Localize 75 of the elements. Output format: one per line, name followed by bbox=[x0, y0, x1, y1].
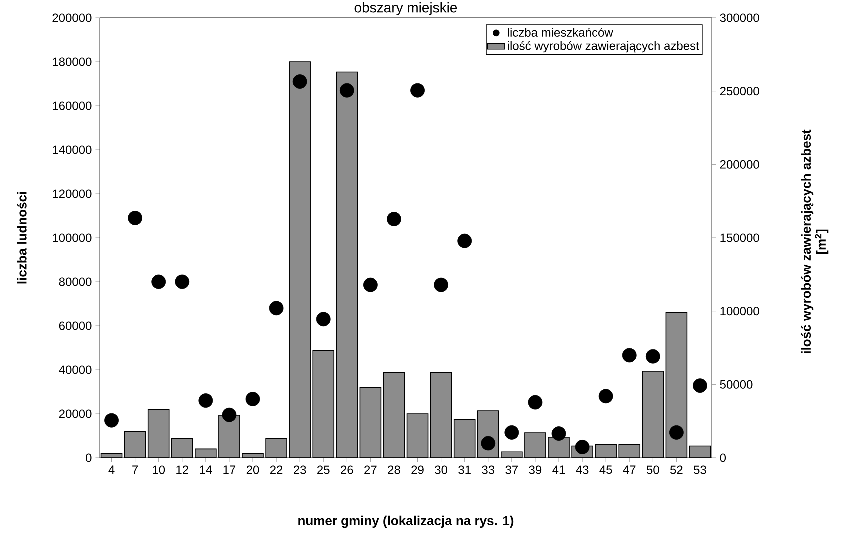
y-tick-label: 80000 bbox=[59, 278, 92, 286]
y-tick-label: 200000 bbox=[52, 14, 92, 22]
point bbox=[246, 392, 260, 406]
x-tick-label: 17 bbox=[224, 466, 236, 474]
y-tick-label: 20000 bbox=[59, 410, 92, 418]
y2-tick-label: 200000 bbox=[720, 160, 760, 169]
point bbox=[458, 234, 472, 248]
x-tick-label: 4 bbox=[108, 466, 115, 474]
x-tick-label: 12 bbox=[176, 466, 188, 474]
x-tick-label: 37 bbox=[506, 466, 518, 474]
chart-title: obszary miejskie bbox=[354, 2, 458, 16]
x-tick-label: 47 bbox=[623, 466, 636, 474]
x-tick-label: 10 bbox=[153, 466, 166, 474]
point bbox=[669, 426, 684, 440]
y-tick-label: 100000 bbox=[53, 234, 92, 242]
y2-tick-label: 300000 bbox=[720, 14, 760, 22]
x-tick-label: 29 bbox=[412, 466, 424, 474]
point bbox=[481, 436, 496, 451]
x-tick-label: 39 bbox=[529, 466, 542, 474]
x-tick-label: 22 bbox=[270, 466, 283, 474]
x-tick-label: 23 bbox=[294, 466, 306, 474]
x-tick-label: 27 bbox=[364, 466, 377, 474]
x-tick-label: 31 bbox=[458, 466, 471, 474]
y2-tick-label: 100000 bbox=[720, 307, 760, 316]
y-tick-label: 120000 bbox=[53, 190, 92, 198]
x-tick-label: 25 bbox=[318, 466, 330, 474]
y-tick-label: 40000 bbox=[59, 366, 92, 374]
x-tick-label: 33 bbox=[482, 466, 495, 474]
y-tick-label: 160000 bbox=[53, 102, 92, 110]
y-axis-title: liczba ludności bbox=[17, 192, 27, 284]
point bbox=[340, 83, 354, 98]
point bbox=[175, 274, 190, 290]
y2-tick-label: 250000 bbox=[720, 87, 760, 96]
y-tick-label: 0 bbox=[86, 454, 92, 462]
y2-tick-label: 50000 bbox=[720, 380, 753, 389]
x-tick-label: 26 bbox=[341, 466, 354, 474]
point bbox=[434, 278, 449, 292]
legend-label: liczba mieszkańców bbox=[508, 28, 614, 37]
point bbox=[552, 426, 566, 441]
x-tick-label: 20 bbox=[246, 466, 260, 474]
point bbox=[528, 395, 543, 410]
x-tick-label: 43 bbox=[576, 466, 589, 474]
point bbox=[269, 301, 284, 316]
point bbox=[363, 278, 378, 292]
point bbox=[387, 212, 402, 226]
y2-tick-label: 150000 bbox=[720, 234, 760, 242]
point bbox=[598, 389, 614, 404]
y-tick-label: 180000 bbox=[53, 58, 92, 66]
point bbox=[575, 440, 590, 454]
y-tick-label: 140000 bbox=[53, 146, 92, 154]
x-tick-label: 30 bbox=[435, 466, 448, 474]
point bbox=[198, 394, 214, 408]
point bbox=[622, 348, 637, 363]
x-tick-label: 28 bbox=[388, 466, 400, 474]
point bbox=[152, 274, 166, 290]
x-tick-label: 52 bbox=[670, 466, 683, 474]
point bbox=[410, 83, 425, 98]
point bbox=[222, 408, 237, 422]
x-tick-label: 53 bbox=[694, 466, 706, 474]
point bbox=[693, 378, 708, 394]
point bbox=[646, 349, 660, 364]
point bbox=[504, 426, 520, 440]
y-tick-label: 60000 bbox=[59, 322, 92, 330]
point bbox=[292, 74, 308, 89]
point bbox=[104, 413, 119, 428]
x-tick-label: 7 bbox=[132, 466, 138, 474]
point bbox=[128, 211, 143, 226]
x-tick-label: 50 bbox=[646, 466, 660, 474]
x-tick-label: 45 bbox=[600, 466, 612, 474]
x-axis-title: numer gminy (lokalizacja na rys. 1) bbox=[298, 516, 514, 528]
legend-label: ilość wyrobów zawierających azbest bbox=[508, 41, 700, 53]
point bbox=[316, 312, 331, 327]
x-tick-label: 41 bbox=[552, 466, 566, 474]
y2-tick-label: 0 bbox=[720, 454, 726, 462]
x-tick-label: 14 bbox=[200, 466, 212, 474]
